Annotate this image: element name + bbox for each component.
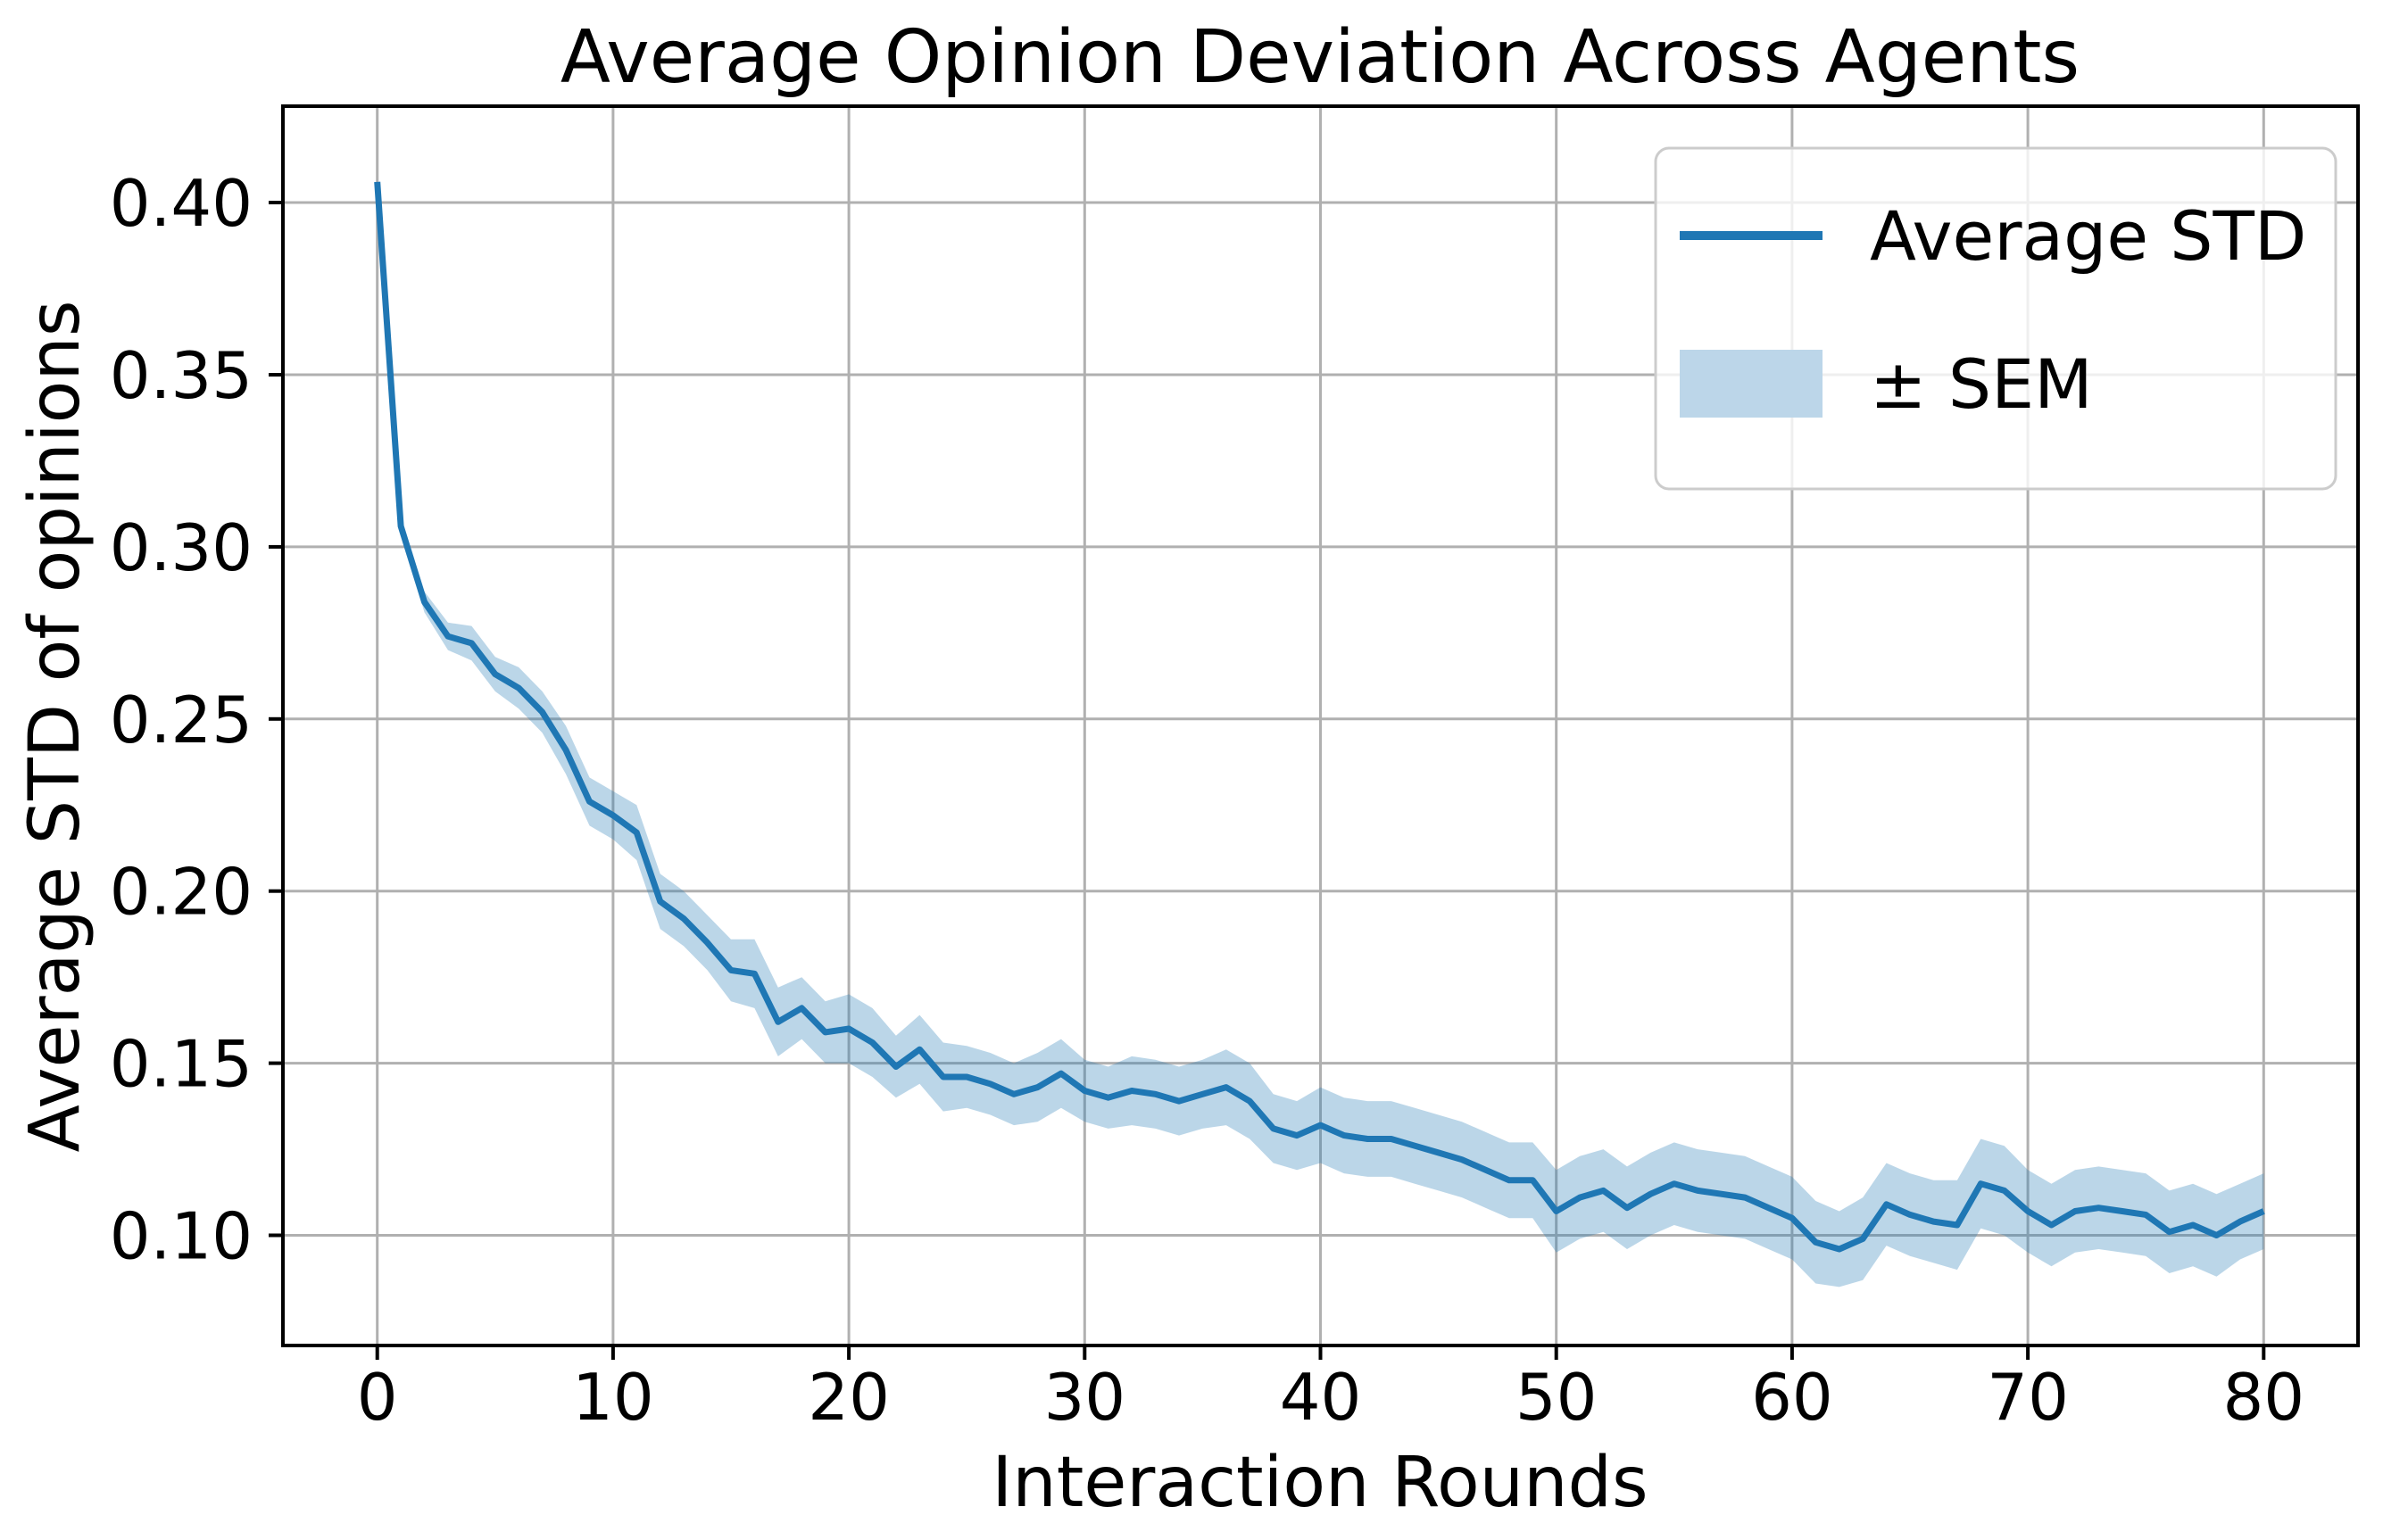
x-tick-label: 30 xyxy=(1043,1360,1125,1435)
x-tick-label: 60 xyxy=(1751,1360,1833,1435)
legend-entry-sem: ± SEM xyxy=(1870,344,2093,424)
y-tick-label: 0.35 xyxy=(110,338,253,413)
x-tick-label: 0 xyxy=(357,1360,398,1435)
y-tick-label: 0.15 xyxy=(110,1027,253,1102)
y-tick-label: 0.30 xyxy=(110,510,253,585)
y-axis-tick-labels: 0.10 0.15 0.20 0.25 0.30 0.35 0.40 xyxy=(110,166,253,1274)
y-tick-label: 0.40 xyxy=(110,166,253,241)
sem-band xyxy=(377,178,2264,1287)
legend-patch-swatch xyxy=(1680,350,1823,418)
grid xyxy=(283,106,2358,1345)
x-tick-label: 70 xyxy=(1987,1360,2069,1435)
chart-title: Average Opinion Deviation Across Agents xyxy=(560,15,2080,100)
y-tick-label: 0.25 xyxy=(110,683,253,758)
x-tick-label: 20 xyxy=(808,1360,890,1435)
y-tick-label: 0.20 xyxy=(110,855,253,930)
x-axis-label: Interaction Rounds xyxy=(992,1443,1648,1523)
legend-entry-average-std: Average STD xyxy=(1870,196,2306,276)
average-std-line xyxy=(374,181,2265,1253)
x-tick-label: 40 xyxy=(1280,1360,1362,1435)
y-tick-label: 0.10 xyxy=(110,1199,253,1274)
x-axis-tick-labels: 0 10 20 30 40 50 60 70 80 xyxy=(357,1360,2304,1435)
y-axis-label: Average STD of opinions xyxy=(15,301,95,1153)
x-tick-label: 10 xyxy=(572,1360,654,1435)
x-tick-label: 50 xyxy=(1515,1360,1598,1435)
legend: Average STD ± SEM xyxy=(1654,146,2337,491)
legend-box xyxy=(1654,146,2337,491)
axis-ticks xyxy=(269,201,2266,1360)
x-tick-label: 80 xyxy=(2222,1360,2304,1435)
